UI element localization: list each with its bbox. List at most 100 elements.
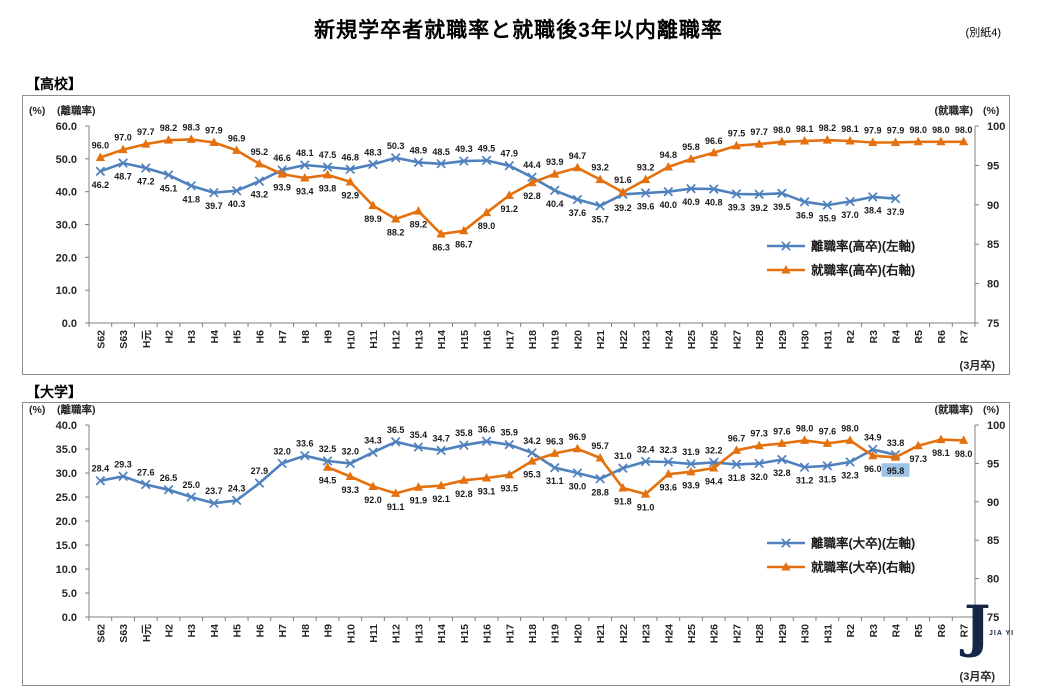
x-axis-label: H21 [595,330,607,349]
triangle-marker-icon [595,174,605,184]
triangle-marker-icon [890,137,901,147]
data-label: 39.5 [773,202,791,212]
data-label: 38.4 [864,205,882,215]
x-axis-label: H30 [800,330,812,349]
triangle-marker-icon [618,187,628,196]
left-axis-tick: 15.0 [56,540,77,552]
triangle-marker-icon [550,448,560,457]
x-axis-label: H22 [618,624,630,643]
triangle-marker-icon [459,225,469,235]
x-axis-label: R2 [845,624,857,638]
x-marker-icon [459,440,469,450]
x-marker-icon [799,462,810,473]
x-axis-label: R6 [936,330,948,344]
triangle-marker-icon [300,173,310,182]
x-axis-label: H9 [323,330,335,344]
data-label: 36.6 [478,424,496,434]
x-marker-icon [413,442,424,452]
data-label: 39.2 [750,203,768,213]
right-axis-tick: 80 [987,279,999,291]
data-label: 93.6 [660,483,678,493]
university-chart-canvas: 0.0 5.0 10.0 15.0 20.0 25.0 30.0 35.0 40.0 75 80 85… [29,403,1005,683]
highschool-chart-canvas: 0.0 10.0 20.0 30.0 40.0 50.0 60.0 75 80 85 90 95 100… [29,104,1005,372]
x-marker-icon [118,158,128,168]
data-label: 97.9 [205,126,223,136]
data-label: 91.9 [410,496,428,506]
x-marker-icon [231,185,242,196]
data-label: 39.7 [205,201,223,211]
triangle-marker-icon [868,450,878,460]
data-label: 49.3 [455,144,473,154]
data-label: 97.5 [728,129,746,139]
data-label: 97.9 [864,126,882,136]
watermark-logo: J JIA YI [956,599,1032,676]
data-label: 31.8 [728,473,746,483]
x-marker-icon [277,458,287,469]
x-marker-icon [368,159,378,170]
x-marker-icon [781,241,791,251]
triangle-marker-icon [459,475,469,484]
triangle-marker-icon [186,134,196,143]
x-axis-label: H11 [368,330,380,349]
data-label: 46.6 [273,153,291,163]
x-axis-label: H11 [368,624,380,643]
triangle-marker-icon [868,137,878,147]
x-marker-icon [754,458,764,469]
x-marker-icon [595,473,605,484]
x-axis-label: H13 [413,330,425,349]
x-marker-icon [663,457,674,467]
triangle-marker-icon [781,265,791,274]
x-marker-icon [618,463,628,474]
data-label: 98.2 [160,123,178,133]
data-label: 34.9 [864,432,882,442]
triangle-marker-icon [663,161,673,171]
x-marker-icon [686,459,696,469]
triangle-marker-icon [890,452,901,461]
x-axis-label: R7 [959,330,971,344]
x-marker-icon [390,153,401,163]
x-marker-icon [549,185,560,196]
x-marker-icon [322,162,333,172]
data-label: 25.0 [182,480,200,490]
data-label: 93.9 [273,183,291,193]
x-axis-label: H30 [800,624,812,643]
triangle-marker-icon [777,438,787,447]
x-axis-label: R5 [913,624,925,638]
triangle-marker-icon [913,136,923,146]
cohort-label: (3月卒) [960,669,996,683]
triangle-marker-icon [436,228,446,238]
right-axis-tick: 75 [987,612,999,624]
x-axis-label: R4 [890,330,902,344]
x-marker-icon [95,475,106,486]
x-axis-label: H17 [504,624,516,643]
data-label: 97.6 [773,426,791,436]
data-label: 40.9 [682,197,700,207]
data-label: 98.0 [955,449,973,459]
triangle-marker-icon [209,137,219,147]
x-marker-icon [481,436,492,447]
right-axis-unit: (%) [983,404,999,416]
data-label: 31.1 [546,476,564,486]
triangle-marker-icon [118,144,128,154]
triangle-marker-icon [959,435,969,444]
x-axis-label: H17 [504,330,516,349]
x-marker-icon [686,183,696,194]
data-label: 93.2 [637,163,655,173]
x-axis-label: H29 [777,624,789,643]
left-axis-tick: 40.0 [56,420,77,432]
x-marker-icon [254,478,265,488]
x-marker-icon [777,454,787,465]
left-axis-tick: 35.0 [56,444,77,456]
triangle-marker-icon [640,174,651,184]
data-label: 97.7 [137,127,155,137]
data-label: 32.8 [773,468,791,478]
right-axis-tick: 85 [987,535,999,547]
triangle-marker-icon [663,469,673,478]
triangle-marker-icon [322,462,333,471]
data-label: 89.0 [478,221,496,231]
x-marker-icon [731,459,742,470]
x-axis-label: R4 [890,624,902,638]
section-label-highschool: 【高校】 [26,76,82,92]
triangle-marker-icon [391,488,401,497]
x-marker-icon [708,184,719,194]
